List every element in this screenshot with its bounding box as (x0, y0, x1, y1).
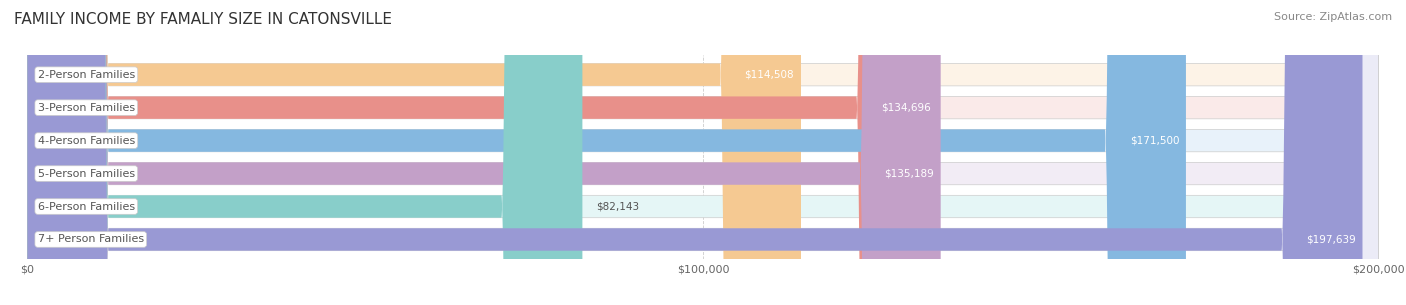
Text: 6-Person Families: 6-Person Families (38, 202, 135, 211)
Text: $114,508: $114,508 (745, 70, 794, 80)
Text: 3-Person Families: 3-Person Families (38, 103, 135, 113)
FancyBboxPatch shape (28, 0, 582, 305)
FancyBboxPatch shape (28, 0, 1378, 305)
FancyBboxPatch shape (28, 0, 1185, 305)
FancyBboxPatch shape (28, 0, 941, 305)
Text: 5-Person Families: 5-Person Families (38, 169, 135, 178)
Text: FAMILY INCOME BY FAMALIY SIZE IN CATONSVILLE: FAMILY INCOME BY FAMALIY SIZE IN CATONSV… (14, 12, 392, 27)
Text: $82,143: $82,143 (596, 202, 638, 211)
Text: $135,189: $135,189 (884, 169, 934, 178)
Text: Source: ZipAtlas.com: Source: ZipAtlas.com (1274, 12, 1392, 22)
Text: $197,639: $197,639 (1306, 235, 1355, 245)
Text: 7+ Person Families: 7+ Person Families (38, 235, 143, 245)
FancyBboxPatch shape (28, 0, 938, 305)
FancyBboxPatch shape (28, 0, 1378, 305)
FancyBboxPatch shape (28, 0, 1378, 305)
Text: $171,500: $171,500 (1129, 136, 1180, 145)
FancyBboxPatch shape (28, 0, 801, 305)
FancyBboxPatch shape (28, 0, 1378, 305)
Text: 2-Person Families: 2-Person Families (38, 70, 135, 80)
Text: $134,696: $134,696 (880, 103, 931, 113)
FancyBboxPatch shape (28, 0, 1378, 305)
FancyBboxPatch shape (28, 0, 1378, 305)
FancyBboxPatch shape (28, 0, 1362, 305)
Text: 4-Person Families: 4-Person Families (38, 136, 135, 145)
